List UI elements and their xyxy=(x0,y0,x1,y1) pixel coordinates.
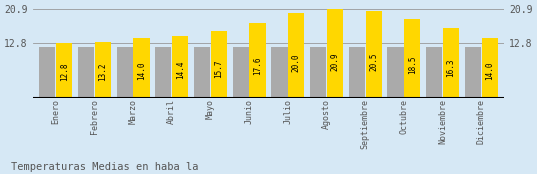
Bar xyxy=(426,47,442,98)
Bar xyxy=(327,9,343,98)
Text: 14.0: 14.0 xyxy=(137,61,146,80)
Text: 20.0: 20.0 xyxy=(292,54,301,72)
Bar xyxy=(56,43,72,98)
Bar xyxy=(39,47,55,98)
Text: 14.4: 14.4 xyxy=(176,61,185,79)
Bar xyxy=(211,31,227,98)
Text: 16.3: 16.3 xyxy=(447,58,455,77)
Bar xyxy=(117,47,133,98)
Text: 15.7: 15.7 xyxy=(214,59,223,78)
Bar xyxy=(95,42,111,98)
Text: 14.0: 14.0 xyxy=(485,61,494,80)
Bar xyxy=(233,47,249,98)
Bar xyxy=(194,47,210,98)
Bar xyxy=(404,19,420,98)
Bar xyxy=(133,38,150,98)
Bar xyxy=(288,13,304,98)
Text: 20.9: 20.9 xyxy=(330,52,339,71)
Bar xyxy=(465,47,481,98)
Bar xyxy=(250,23,266,98)
Bar xyxy=(172,36,188,98)
Bar xyxy=(349,47,365,98)
Text: 12.8: 12.8 xyxy=(60,63,69,81)
Bar xyxy=(78,47,94,98)
Bar xyxy=(155,47,171,98)
Text: 13.2: 13.2 xyxy=(98,62,107,81)
Text: 20.5: 20.5 xyxy=(369,53,378,72)
Text: 18.5: 18.5 xyxy=(408,56,417,74)
Bar xyxy=(366,11,382,98)
Bar xyxy=(443,28,459,98)
Bar xyxy=(482,38,498,98)
Bar xyxy=(387,47,404,98)
Text: 17.6: 17.6 xyxy=(253,57,262,75)
Bar xyxy=(271,47,287,98)
Bar xyxy=(310,47,326,98)
Text: Temperaturas Medias en haba la: Temperaturas Medias en haba la xyxy=(11,162,198,172)
